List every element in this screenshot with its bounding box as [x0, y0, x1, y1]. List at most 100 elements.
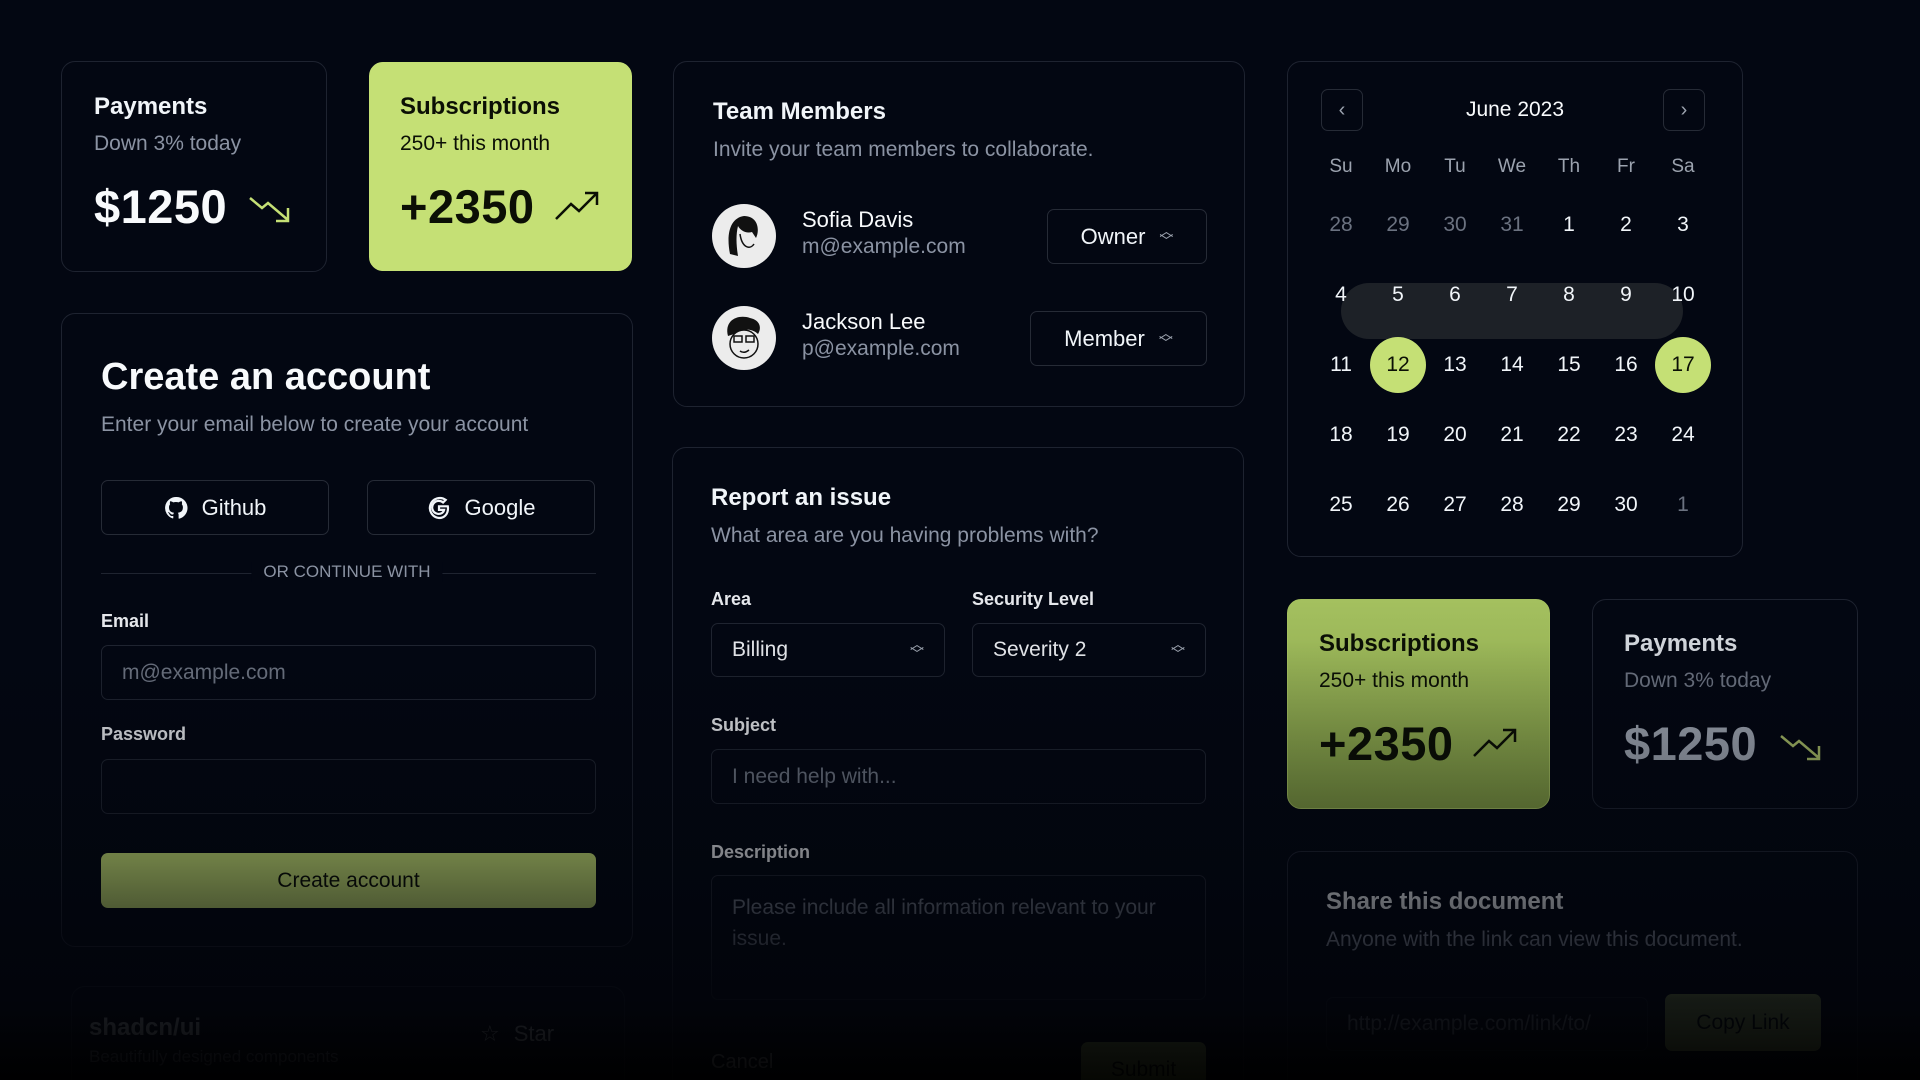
calendar-day[interactable]: 31	[1500, 213, 1524, 236]
subject-input[interactable]: I need help with...	[711, 749, 1206, 804]
calendar-day[interactable]: 30	[1443, 213, 1467, 236]
calendar-day[interactable]: 6	[1449, 283, 1461, 306]
month-label: June 2023	[1465, 98, 1565, 121]
divider-label: OR CONTINUE WITH	[251, 562, 443, 582]
card-subtitle: Enter your email below to create your ac…	[101, 413, 529, 436]
security-level-select[interactable]: Severity 2 ︿ ﹀	[972, 623, 1206, 677]
role-select[interactable]: Member ︿ ﹀	[1030, 311, 1207, 366]
calendar-day[interactable]: 26	[1386, 493, 1410, 516]
chevrons-up-down-icon: ︿ ﹀	[1159, 222, 1174, 249]
share-document-card: Share this document Anyone with the link…	[1287, 851, 1858, 1080]
team-members-card: Team Members Invite your team members to…	[673, 61, 1245, 407]
calendar-day[interactable]: 3	[1677, 213, 1689, 236]
card-value: +2350	[400, 180, 535, 233]
calendar-day[interactable]: 27	[1443, 493, 1467, 516]
card-value: $1250	[94, 180, 228, 233]
calendar-day[interactable]: 21	[1500, 423, 1524, 446]
calendar-day[interactable]: 18	[1329, 423, 1353, 446]
calendar-day[interactable]: 10	[1671, 283, 1695, 306]
star-icon: ☆	[479, 1021, 500, 1046]
chevrons-up-down-icon: ︿ ﹀	[1158, 324, 1173, 351]
calendar-day[interactable]: 22	[1557, 423, 1581, 446]
github-button[interactable]: Github	[101, 480, 329, 535]
card-title: Create an account	[101, 356, 431, 398]
description-textarea[interactable]: Please include all information relevant …	[711, 875, 1206, 1000]
card-title: Subscriptions	[1319, 630, 1480, 657]
calendar-day[interactable]: 13	[1443, 353, 1467, 376]
calendar-day[interactable]: 1	[1677, 493, 1689, 516]
card-subtitle: 250+ this month	[400, 132, 551, 155]
card-subtitle: Anyone with the link can view this docum…	[1326, 928, 1743, 951]
calendar-day[interactable]: 25	[1329, 493, 1353, 516]
email-input[interactable]: m@example.com	[101, 645, 596, 700]
card-title: Subscriptions	[400, 93, 561, 120]
role-select[interactable]: Owner ︿ ﹀	[1047, 209, 1207, 264]
card-title: Payments	[94, 93, 208, 120]
calendar-card: ‹ › June 2023 Su Mo Tu We Th Fr Sa 28 29 30 31 1 2 3 4…	[1287, 61, 1743, 557]
repo-card: shadcn/ui Beautifully designed component…	[71, 986, 625, 1080]
calendar-day[interactable]: 2	[1620, 213, 1632, 236]
avatar-sofia	[712, 204, 776, 268]
calendar-day[interactable]: 23	[1614, 423, 1638, 446]
card-title: Report an issue	[711, 484, 892, 511]
repo-title: shadcn/ui	[89, 1014, 202, 1041]
copy-link-button[interactable]: Copy Link	[1665, 994, 1821, 1051]
star-label: Star	[513, 1021, 555, 1046]
calendar-day[interactable]: 29	[1386, 213, 1410, 236]
create-account-button[interactable]: Create account	[101, 853, 596, 908]
calendar-day[interactable]: 5	[1392, 283, 1404, 306]
password-input[interactable]	[101, 759, 596, 814]
calendar-day[interactable]: 29	[1557, 493, 1581, 516]
calendar-day[interactable]: 19	[1386, 423, 1410, 446]
member-name: Sofia Davis	[802, 207, 914, 232]
cancel-button[interactable]: Cancel	[711, 1051, 774, 1073]
trending-down-icon	[1780, 735, 1821, 761]
calendar-day[interactable]: 8	[1563, 283, 1575, 306]
trending-up-icon	[1473, 728, 1517, 757]
trending-up-icon	[555, 191, 599, 220]
calendar-day[interactable]: 28	[1329, 213, 1353, 236]
calendar-day[interactable]: 1	[1563, 213, 1575, 236]
share-link-input[interactable]: http://example.com/link/to/	[1326, 997, 1648, 1051]
area-select[interactable]: Billing ︿ ﹀	[711, 623, 945, 677]
weekday-label: Th	[1557, 156, 1581, 177]
calendar-day[interactable]: 4	[1335, 283, 1347, 306]
avatar-jackson	[712, 306, 776, 370]
weekday-label: Sa	[1671, 156, 1695, 177]
google-button[interactable]: Google	[367, 480, 595, 535]
calendar-day[interactable]: 7	[1506, 283, 1518, 306]
calendar-day[interactable]: 14	[1500, 353, 1524, 376]
role-value: Member	[1064, 325, 1145, 351]
google-icon	[428, 496, 449, 519]
card-title: Payments	[1624, 630, 1738, 657]
calendar-day[interactable]: 15	[1557, 353, 1581, 376]
calendar-day[interactable]: 17	[1655, 337, 1711, 393]
calendar-day[interactable]: 20	[1443, 423, 1467, 446]
calendar-day[interactable]: 30	[1614, 493, 1638, 516]
star-button[interactable]: ☆ Star	[452, 1009, 582, 1059]
calendar-day[interactable]: 12	[1370, 337, 1426, 393]
card-value: +2350	[1319, 717, 1454, 770]
weekday-label: Tu	[1444, 156, 1466, 177]
repo-subtitle: Beautifully designed components	[89, 1047, 339, 1066]
card-subtitle: Down 3% today	[94, 132, 242, 155]
calendar-day[interactable]: 28	[1500, 493, 1524, 516]
password-label: Password	[101, 724, 187, 744]
calendar-day[interactable]: 16	[1614, 353, 1638, 376]
weekday-label: Su	[1329, 156, 1353, 177]
calendar-day[interactable]: 11	[1330, 353, 1352, 376]
calendar-day[interactable]: 24	[1671, 423, 1695, 446]
github-label: Github	[201, 494, 267, 520]
email-label: Email	[101, 611, 150, 631]
weekday-label: Fr	[1617, 156, 1635, 177]
report-issue-card: Report an issue What area are you having…	[672, 447, 1244, 1080]
trending-down-icon	[249, 197, 290, 223]
calendar-day[interactable]: 9	[1620, 283, 1632, 306]
security-level-label: Security Level	[972, 589, 1095, 609]
chevrons-up-down-icon: ︿ ﹀	[1171, 636, 1185, 662]
card-subtitle: Invite your team members to collaborate.	[713, 138, 1094, 161]
card-subtitle: What area are you having problems with?	[711, 524, 1099, 547]
submit-button[interactable]: Submit	[1081, 1042, 1206, 1080]
payments-card-2: Payments Down 3% today $1250	[1592, 599, 1858, 809]
create-account-card: Create an account Enter your email below…	[61, 313, 633, 947]
